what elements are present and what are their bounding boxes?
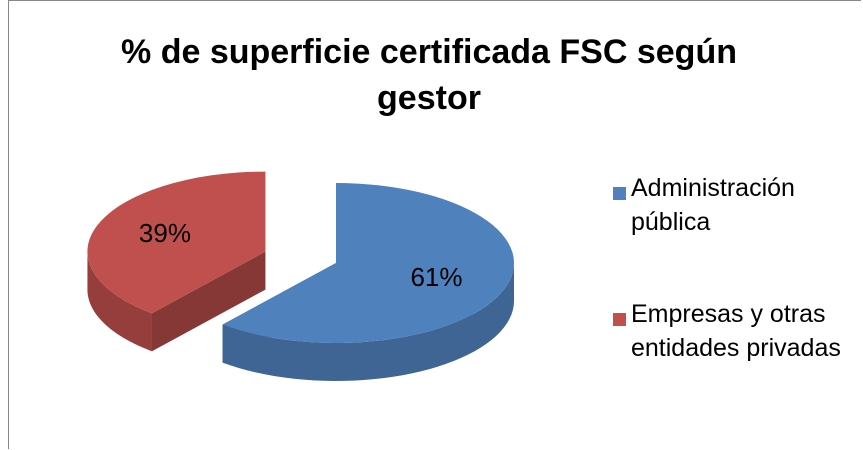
plot: 39% 61% — [87, 171, 626, 381]
slice — [222, 182, 515, 343]
chart: % de superficie certificada FSC según ge… — [8, 0, 861, 449]
legend-label: Administración pública — [631, 174, 795, 236]
data-label: 39% — [139, 218, 191, 248]
slice-cut — [151, 251, 266, 352]
legend-swatch — [613, 187, 626, 200]
legend-label: Empresas y otras entidades privadas — [631, 300, 841, 362]
chart-title: % de superficie certificada FSC según ge… — [121, 33, 737, 117]
legend-swatch — [613, 313, 626, 326]
slice-side — [222, 263, 515, 381]
data-label: 61% — [410, 262, 462, 292]
slice-side — [87, 251, 152, 352]
slice — [87, 171, 266, 314]
